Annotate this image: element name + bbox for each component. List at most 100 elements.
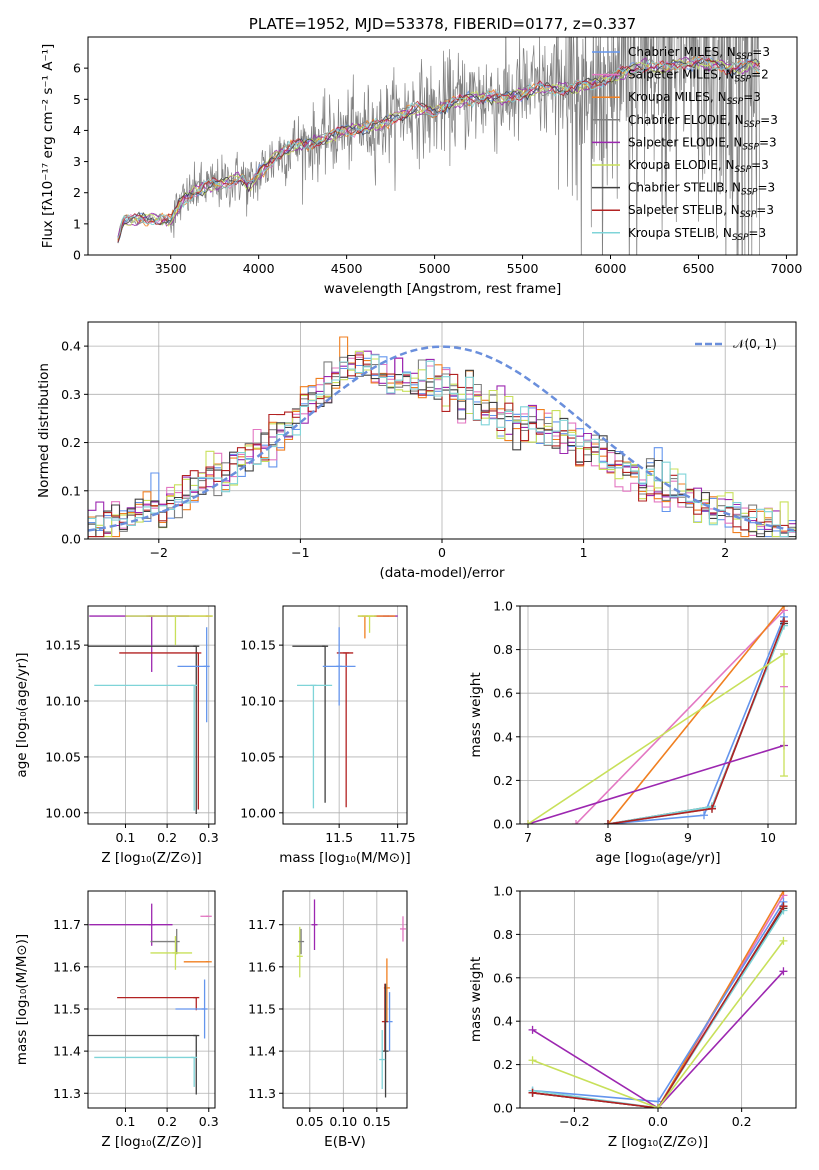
legend-suffix: =3	[751, 158, 769, 172]
x-tick-label: 0.1	[116, 830, 136, 845]
normal-distribution-curve	[88, 345, 796, 532]
y-tick-label: 11.4	[53, 1044, 81, 1059]
series-line-kroupa-stelib	[532, 910, 785, 1108]
legend-subscript: SSP	[727, 97, 744, 107]
axes-frame	[519, 605, 797, 825]
y-tick-label: 0.0	[493, 1101, 513, 1116]
series-line-kroupa-miles	[607, 606, 785, 824]
x-tick-label: 0.3	[199, 830, 219, 845]
series-line-kroupa-miles	[657, 891, 785, 1108]
x-tick-label: 3500	[155, 261, 187, 276]
y-tick-label: 11.5	[248, 1001, 276, 1016]
x-tick-label: 0.2	[732, 1114, 752, 1129]
y-tick-label: 2	[73, 185, 81, 200]
y-tick-label: 10.00	[240, 805, 276, 820]
y-tick-label: 10.05	[240, 749, 276, 764]
plot-area	[88, 336, 796, 539]
legend-text: Chabrier MILES, N	[628, 45, 736, 59]
y-tick-label: 0.0	[61, 532, 81, 547]
axes-frame	[282, 890, 408, 1109]
x-tick-label: 2	[721, 545, 729, 560]
legend-subscript: SSP	[741, 188, 758, 198]
legend-subscript: SSP	[735, 165, 752, 175]
x-tick-label: −2	[150, 545, 168, 560]
axes-frame	[87, 321, 797, 540]
legend-text: Salpeter STELIB, N	[628, 203, 740, 217]
point-marker	[779, 967, 788, 976]
x-axis-label: wavelength [Angstrom, rest frame]	[324, 281, 562, 297]
x-axis-label: (data-model)/error	[379, 565, 505, 581]
y-tick-label: 11.3	[53, 1086, 81, 1101]
plot-area	[88, 615, 213, 814]
plot-area	[528, 891, 788, 1108]
series-line-salpeter-stelib	[532, 905, 785, 1108]
y-tick-label: 0.2	[61, 435, 81, 450]
axes-frame	[282, 605, 408, 825]
y-tick-label: 4	[73, 123, 81, 138]
plot-area	[88, 903, 212, 1095]
x-tick-label: 6000	[595, 261, 627, 276]
y-tick-label: 11.6	[53, 959, 81, 974]
y-tick-label: 10.15	[240, 638, 276, 653]
y-tick-label: 0.6	[493, 686, 513, 701]
series-line-chabrier-stelib	[607, 623, 785, 824]
x-axis-label: Z [log₁₀(Z/Z⊙)]	[101, 850, 201, 866]
x-axis-label: Z [log₁₀(Z/Z⊙)]	[608, 1134, 708, 1150]
y-axis-label: mass [log₁₀(M/M⊙)]	[14, 934, 30, 1065]
y-tick-label: 10.10	[240, 694, 276, 709]
x-tick-label: 4500	[331, 261, 363, 276]
x-tick-label: 0.15	[363, 1114, 391, 1129]
x-tick-label: 6500	[683, 261, 715, 276]
mass-vs-ebv-panel: 0.05 0.10 0.15 11.3 11.4 11.5 11.6 11.7 E(B-V)	[248, 890, 408, 1150]
age-vs-metallicity-panel: 0.1 0.2 0.3 10.00 10.05 10.10 10.15 Z [log₁₀(Z/…	[14, 605, 219, 866]
plot-area	[117, 37, 761, 255]
legend-suffix: =3	[759, 135, 777, 149]
x-tick-label: 11.75	[380, 830, 416, 845]
legend-label: Kroupa ELODIE, NSSP=3	[628, 158, 769, 175]
y-axis-label: age [log₁₀(age/yr)]	[14, 652, 30, 777]
x-tick-label: −1	[291, 545, 309, 560]
y-tick-label: 0.2	[493, 773, 513, 788]
series-line-chabrier-elodie	[607, 621, 785, 824]
y-tick-label: 10.00	[45, 805, 81, 820]
x-tick-label: 4000	[243, 261, 275, 276]
x-tick-label: −0.2	[559, 1114, 589, 1129]
legend-suffix: =3	[743, 90, 761, 104]
mass-weight-vs-metallicity-panel: −0.2 0.0 0.2 0.0 0.2 0.4 0.6 0.8 1.0 Z [log₁₀(Z/Z…	[468, 884, 797, 1150]
series-line-kroupa-elodie	[527, 653, 785, 824]
y-tick-label: 0.3	[61, 387, 81, 402]
y-tick-label: 11.3	[248, 1086, 276, 1101]
y-tick-label: 0	[73, 248, 81, 263]
legend-subscript: SSP	[736, 52, 753, 62]
point-marker	[700, 811, 708, 820]
legend-text: Chabrier ELODIE, N	[628, 113, 744, 127]
legend-subscript: SSP	[740, 210, 757, 220]
series-line-salpeter-stelib	[607, 621, 785, 824]
model-spectrum-kroupa-elodie	[117, 58, 761, 241]
age-vs-mass-panel: 11.5 11.75 10.00 10.05 10.10 10.15 mass [log₁₀…	[240, 605, 416, 866]
y-axis-label: mass weight	[468, 957, 484, 1042]
legend-text: Kroupa ELODIE, N	[628, 158, 735, 172]
legend-text: Salpeter ELODIE, N	[628, 135, 742, 149]
x-tick-label: 0	[438, 545, 446, 560]
x-tick-label: 9	[684, 830, 692, 845]
legend-label: Salpeter STELIB, NSSP=3	[628, 203, 774, 220]
legend-suffix: =3	[760, 113, 778, 127]
y-axis-label: Normed distribution	[36, 363, 52, 498]
legend-suffix: =3	[752, 45, 770, 59]
x-tick-label: 5000	[419, 261, 451, 276]
x-tick-label: 0.10	[329, 1114, 357, 1129]
y-axis-label: mass weight	[468, 672, 484, 757]
model-spectrum-chabrier-elodie	[117, 55, 760, 239]
x-tick-label: 1	[580, 545, 588, 560]
series-line-salpeter-elodie	[527, 744, 785, 824]
mass-vs-metallicity-panel: 0.1 0.2 0.3 11.3 11.4 11.5 11.6 11.7 Z [log₁₀(Z/…	[14, 890, 219, 1150]
x-tick-label: 5500	[507, 261, 539, 276]
legend-subscript: SSP	[735, 75, 752, 85]
model-spectrum-kroupa-stelib	[117, 56, 761, 239]
point-marker	[572, 820, 580, 824]
point-marker	[779, 902, 788, 911]
legend-text: Chabrier STELIB, N	[628, 181, 741, 195]
legend-label: Salpeter MILES, NSSP=2	[628, 68, 769, 85]
point-marker	[654, 1104, 662, 1108]
